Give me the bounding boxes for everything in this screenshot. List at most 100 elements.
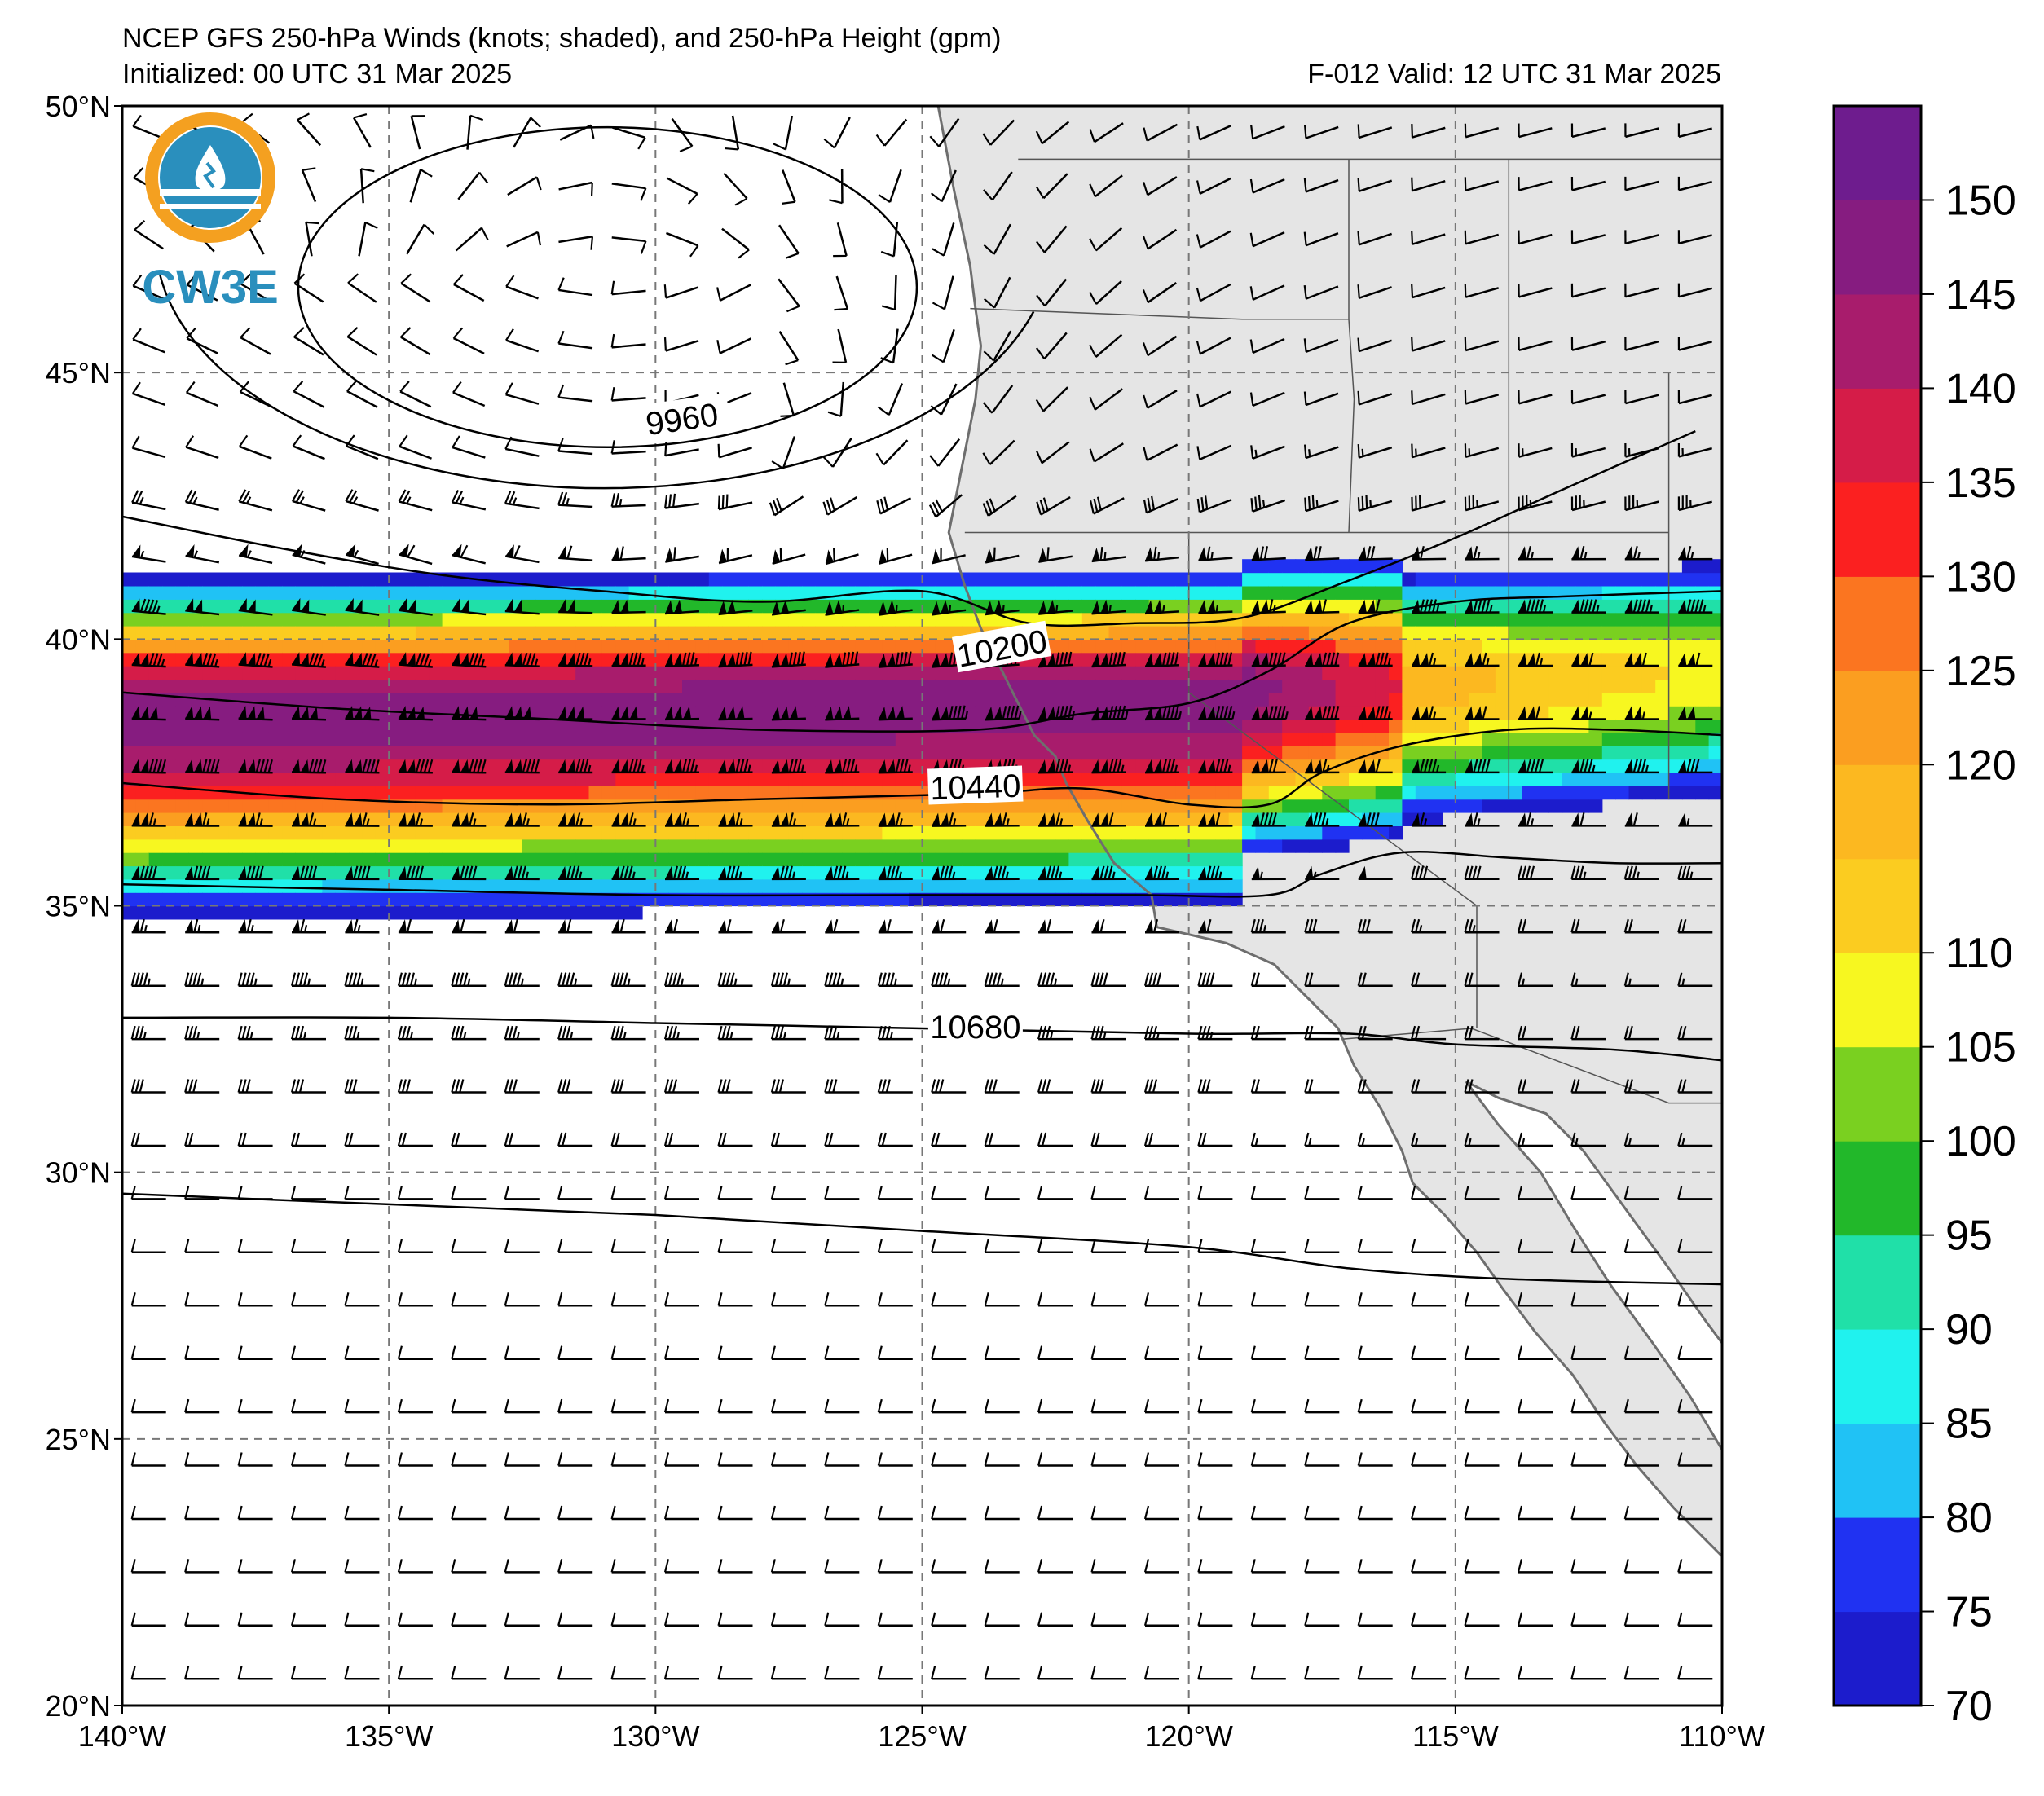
wind-barb <box>1303 391 1339 407</box>
wind-barb <box>877 1398 913 1414</box>
wind-barb <box>1035 332 1068 360</box>
wind-barb <box>186 274 218 302</box>
wind-barb <box>290 1079 326 1094</box>
wind-barb <box>1677 1666 1713 1680</box>
wind-barb <box>1518 812 1553 827</box>
wind-barb <box>1304 1612 1340 1627</box>
wind-barb <box>824 1612 860 1627</box>
wind-barb <box>1143 495 1178 514</box>
wind-barb <box>397 1559 433 1574</box>
wind-barb <box>1570 1292 1606 1307</box>
wind-barb <box>932 865 967 881</box>
wind-barb <box>1570 390 1606 405</box>
wind-barb <box>717 972 753 987</box>
wind-barb <box>1143 1132 1179 1147</box>
wind-barbs <box>130 112 1713 1680</box>
wind-barb <box>822 495 857 516</box>
wind-barb <box>983 276 1011 309</box>
wind-barb <box>610 333 646 349</box>
wind-barb <box>610 1292 646 1307</box>
wind-barb <box>1677 1239 1713 1254</box>
wind-barb <box>397 1612 433 1627</box>
wind-barb <box>1357 1186 1393 1200</box>
wind-barb <box>186 327 218 354</box>
wind-barb <box>824 1559 860 1574</box>
wind-barb <box>1358 652 1393 667</box>
wind-barb <box>984 1079 1020 1094</box>
wind-barb <box>296 112 322 147</box>
wind-barb <box>452 812 487 827</box>
wind-barb <box>397 1666 433 1680</box>
wind-barb <box>1518 230 1553 245</box>
x-tick-label: 140°W <box>78 1719 166 1753</box>
wind-barb <box>1249 391 1285 407</box>
wind-barb <box>1624 176 1659 191</box>
wind-barb <box>504 382 540 405</box>
wind-barb <box>877 1612 913 1627</box>
wind-barb <box>1624 495 1659 512</box>
wind-barb <box>878 865 913 881</box>
wind-barb <box>1464 123 1500 139</box>
wind-barb <box>1305 759 1340 774</box>
wind-barb <box>1677 1079 1713 1094</box>
wind-barb <box>131 759 166 774</box>
wind-barb <box>877 1452 913 1467</box>
wind-barb <box>984 1452 1020 1467</box>
wind-barb <box>290 1612 326 1627</box>
wind-barb <box>130 1559 166 1574</box>
wind-barb <box>1303 284 1339 300</box>
wind-barb <box>878 651 913 668</box>
wind-barb <box>1411 337 1446 352</box>
wind-barb <box>612 126 646 150</box>
wind-barb <box>238 759 273 774</box>
wind-barb <box>610 1559 646 1574</box>
state-border <box>1348 159 1355 533</box>
wind-barb <box>185 706 220 721</box>
wind-barb <box>237 1505 273 1521</box>
colorbar-label: 140 <box>1945 365 2016 412</box>
wind-barb <box>1357 1239 1393 1254</box>
wind-barb <box>291 489 326 512</box>
wind-barb <box>1357 1132 1393 1147</box>
wind-barb <box>1677 1398 1713 1414</box>
wind-barb <box>1035 386 1068 412</box>
wind-barb <box>717 1666 753 1680</box>
wind-barb <box>717 1079 753 1094</box>
wind-barb <box>290 1452 326 1467</box>
wind-barb <box>1623 1239 1659 1254</box>
wind-barb <box>131 544 166 563</box>
wind-barb <box>664 706 700 721</box>
wind-barb <box>1570 1025 1606 1041</box>
wind-barb <box>1304 1345 1340 1360</box>
wind-barb <box>824 1292 860 1307</box>
wind-barb <box>344 1025 380 1041</box>
wind-barb <box>1250 1025 1286 1041</box>
wind-barb <box>663 1239 699 1254</box>
wind-barb <box>1143 1345 1179 1360</box>
wind-barb <box>1464 177 1500 192</box>
wind-barb <box>1518 390 1553 405</box>
wind-barb <box>1037 1239 1073 1254</box>
wind-barb <box>1623 918 1659 934</box>
wind-barb <box>983 223 1011 255</box>
cw3e-logo: CW3E <box>142 112 279 314</box>
wind-barb <box>185 598 220 616</box>
wind-barb <box>876 496 912 515</box>
wind-barb <box>931 1452 967 1467</box>
wind-barb <box>290 972 326 987</box>
wind-barb <box>771 812 806 827</box>
wind-barb <box>1571 759 1606 774</box>
wind-barb <box>1197 1612 1233 1627</box>
x-tick-label: 120°W <box>1144 1719 1232 1753</box>
wind-barb <box>716 337 751 354</box>
wind-barb <box>345 489 379 512</box>
colorbar-label: 75 <box>1945 1589 1993 1636</box>
wind-barb <box>1464 337 1500 352</box>
wind-barb <box>1035 121 1070 144</box>
wind-barb <box>131 435 166 459</box>
wind-barb <box>184 1239 220 1254</box>
wind-barb <box>1038 812 1073 827</box>
wind-barb <box>1464 230 1500 245</box>
wind-barb <box>1411 1559 1447 1574</box>
wind-barb <box>185 544 220 564</box>
